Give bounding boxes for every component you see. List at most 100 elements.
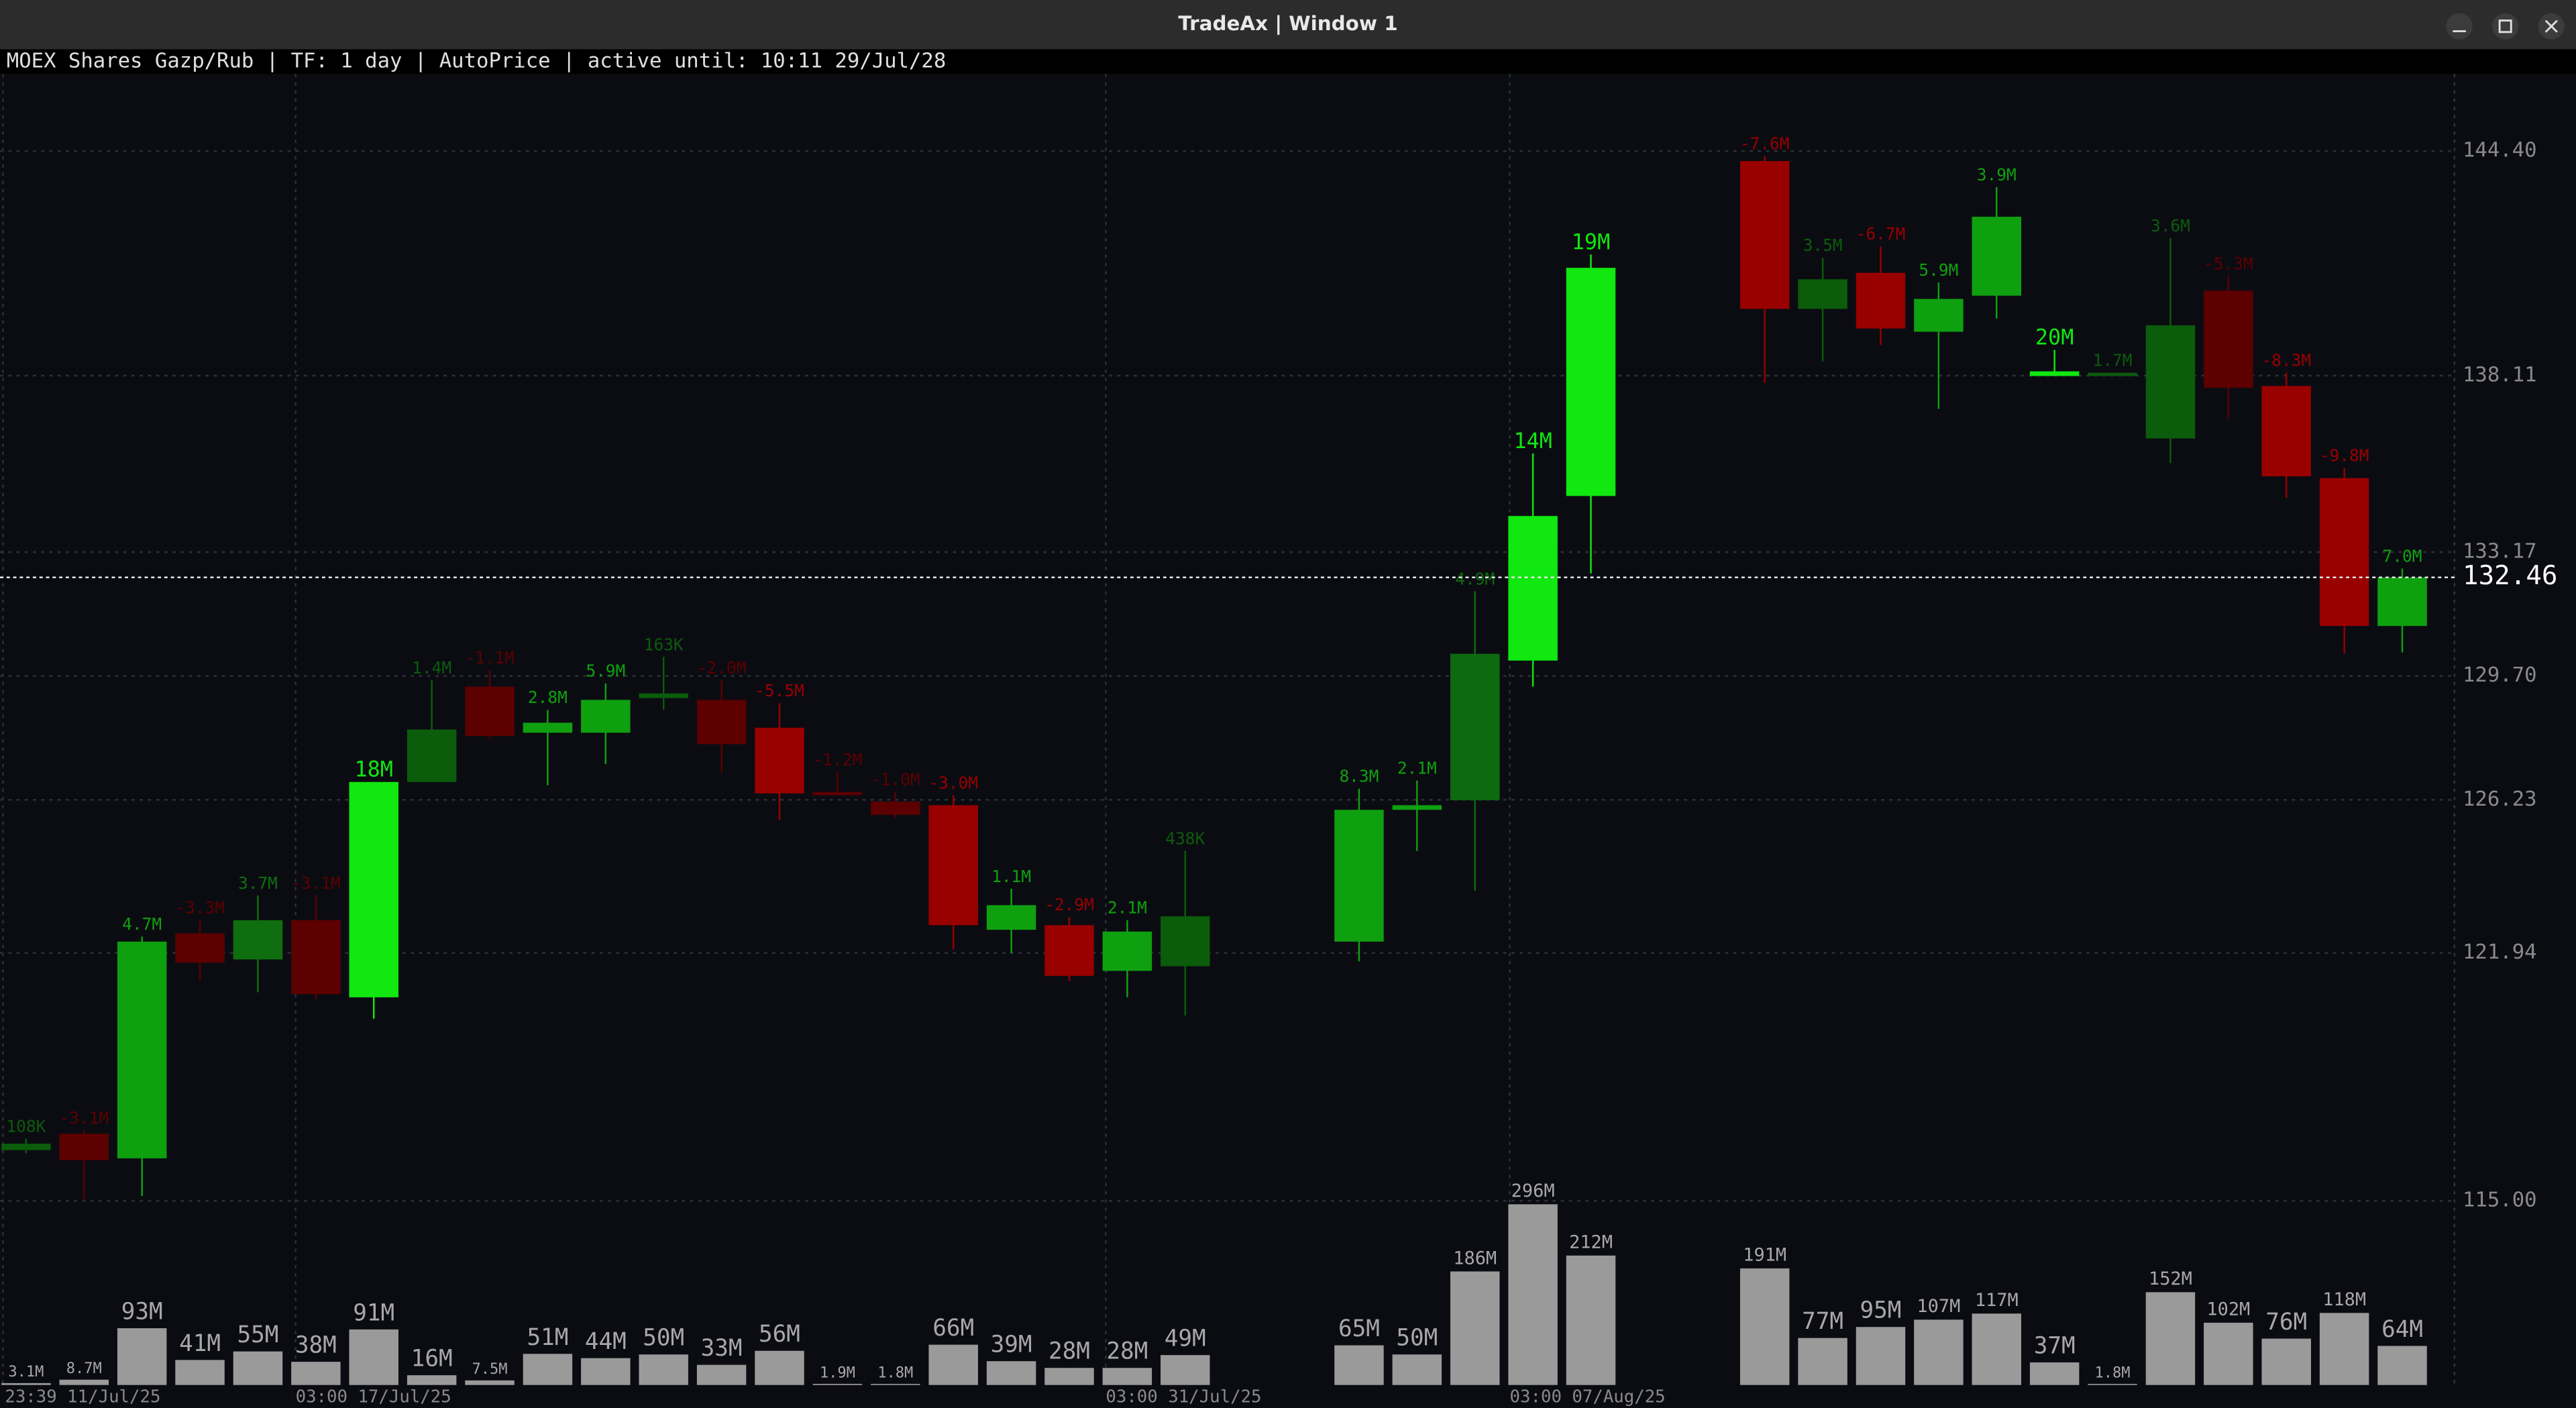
candle-body (1392, 805, 1442, 810)
volume-bar (1566, 1255, 1616, 1385)
volume-bar (2261, 1338, 2311, 1385)
candle-body (523, 722, 573, 733)
candle-body (986, 905, 1036, 930)
y-tick-label: 121.94 (2463, 940, 2537, 964)
volume-label: 16M (411, 1346, 453, 1372)
delta-label: 438K (1165, 828, 1205, 848)
volume-bar (1392, 1354, 1442, 1385)
volume-label: 186M (1453, 1248, 1497, 1268)
maximize-button[interactable] (2492, 13, 2519, 40)
delta-label: 5.9M (586, 661, 625, 681)
delta-label: 7.0M (2383, 546, 2422, 565)
delta-label: 19M (1572, 229, 1610, 254)
volume-label: 55M (237, 1321, 279, 1348)
delta-label: 2.8M (528, 688, 568, 707)
volume-label: 76M (2265, 1309, 2307, 1336)
close-button[interactable] (2538, 13, 2565, 40)
volume-bar (639, 1354, 688, 1385)
candle-body (1161, 916, 1210, 967)
volume-label: 51M (527, 1324, 568, 1351)
candle-body (233, 920, 283, 960)
volume-bar (1739, 1268, 1790, 1385)
delta-label: 2.1M (1108, 898, 1147, 918)
candle-body (755, 727, 804, 794)
delta-label: 14M (1513, 428, 1552, 453)
volume-label: 7.5M (472, 1361, 507, 1378)
volume-label: 65M (1338, 1315, 1380, 1342)
volume-bar (1334, 1345, 1384, 1385)
volume-label: 28M (1049, 1338, 1090, 1365)
volume-label: 1.9M (820, 1364, 855, 1381)
volume-bar (233, 1351, 283, 1385)
delta-label: 2.1M (1397, 758, 1437, 777)
x-tick-label: 03:00 31/Jul/25 (1106, 1387, 1261, 1407)
candle-body (1972, 217, 2021, 296)
candle-body (1044, 925, 1094, 976)
volume-label: 118M (2322, 1289, 2366, 1310)
volume-label: 41M (179, 1330, 221, 1357)
volume-label: 95M (1860, 1297, 1902, 1324)
delta-label: -5.5M (755, 681, 804, 700)
delta-label: -1.0M (871, 770, 920, 790)
volume-label: 64M (2381, 1316, 2423, 1343)
volume-label: 39M (991, 1332, 1032, 1358)
volume-bar (1161, 1355, 1210, 1385)
candle-body (117, 941, 167, 1158)
volume-bar (465, 1380, 515, 1385)
delta-label: 3.9M (1977, 165, 2017, 184)
volume-bar (928, 1344, 978, 1385)
candle-body (639, 693, 688, 698)
candle-body (2319, 478, 2369, 627)
delta-label: 5.9M (1919, 260, 1958, 280)
volume-bar (2029, 1362, 2080, 1385)
delta-label: 20M (2035, 325, 2074, 350)
volume-bar (2088, 1384, 2137, 1385)
delta-label: 4.7M (122, 914, 162, 934)
candle-body (1334, 810, 1384, 942)
x-tick-label: 03:00 17/Jul/25 (296, 1387, 451, 1407)
x-tick-label: 23:39 11/Jul/25 (5, 1387, 160, 1407)
delta-label: -9.8M (2320, 446, 2369, 466)
candle-body (696, 700, 747, 745)
window-title: TradeAx | Window 1 (1178, 12, 1397, 36)
candle-body (1508, 516, 1558, 661)
volume-bar (1972, 1313, 2021, 1385)
x-tick-label: 03:00 07/Aug/25 (1510, 1387, 1666, 1407)
candle-body (2204, 290, 2253, 388)
volume-bar (2319, 1313, 2369, 1385)
candle-body (812, 792, 863, 796)
volume-label: 117M (1975, 1290, 2019, 1311)
candle-body (1856, 272, 1906, 329)
volume-bar (986, 1361, 1036, 1385)
volume-bar (59, 1379, 109, 1385)
delta-label: -1.2M (813, 750, 863, 769)
volume-bar (1798, 1338, 1847, 1385)
volume-label: 50M (1396, 1325, 1438, 1352)
delta-label: -3.3M (175, 898, 225, 918)
volume-label: 1.8M (877, 1364, 913, 1381)
y-tick-label: 129.70 (2463, 663, 2537, 687)
volume-bar (581, 1358, 631, 1385)
volume-label: 91M (353, 1299, 394, 1326)
candle-body (465, 686, 515, 737)
volume-bar (1102, 1368, 1152, 1385)
candle-body (1102, 931, 1152, 971)
volume-bar (407, 1375, 457, 1385)
volume-label: 56M (759, 1321, 800, 1348)
candle-body (1566, 268, 1616, 496)
candle-body (581, 700, 631, 733)
volume-label: 77M (1802, 1308, 1843, 1335)
volume-label: 1.8M (2095, 1364, 2131, 1381)
candle-body (1450, 653, 1500, 800)
candle-body (928, 805, 978, 926)
minimize-button[interactable] (2446, 13, 2473, 40)
volume-bar (1508, 1204, 1558, 1385)
delta-label: 163K (644, 635, 684, 654)
volume-label: 50M (643, 1325, 684, 1352)
delta-label: -3.0M (928, 773, 978, 792)
volume-label: 102M (2206, 1299, 2250, 1320)
candle-body (175, 933, 225, 963)
candle-body (2145, 325, 2196, 439)
candle-body (407, 729, 457, 782)
